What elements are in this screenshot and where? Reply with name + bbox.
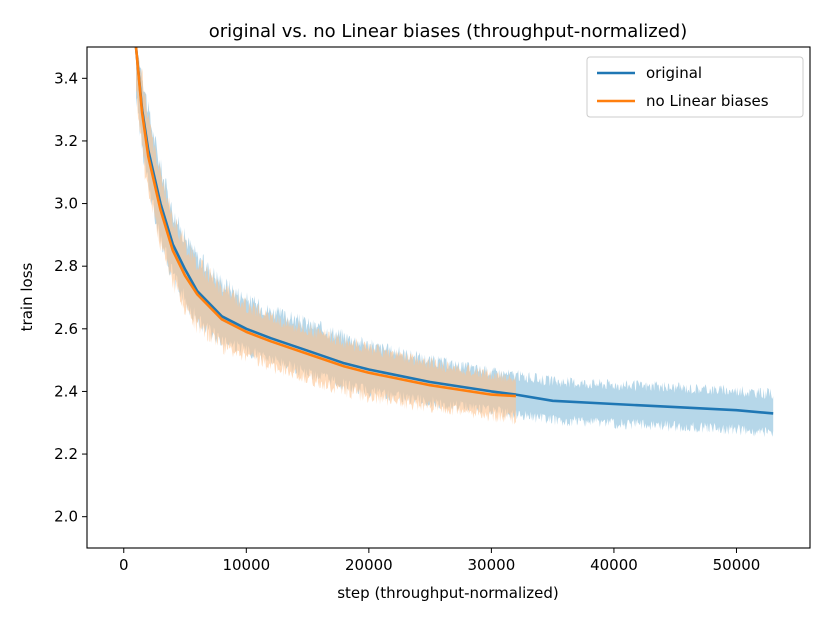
chart-title: original vs. no Linear biases (throughpu…	[209, 21, 687, 42]
x-axis-label: step (throughput-normalized)	[337, 584, 559, 602]
x-tick-label: 40000	[590, 556, 638, 574]
y-tick-label: 3.0	[54, 195, 78, 213]
legend-frame	[586, 56, 804, 118]
y-tick-label: 2.0	[54, 508, 78, 526]
noise-band-no-linear-biases	[136, 47, 516, 425]
series-line-no-linear-biases	[134, 47, 516, 398]
y-axis-label: train loss	[18, 262, 36, 331]
x-tick-label: 50000	[713, 556, 761, 574]
y-tick-label: 2.4	[54, 382, 78, 400]
noise-bands	[136, 47, 774, 438]
x-axis-ticks: 0 10000 20000 30000 40000 50000	[119, 548, 760, 574]
y-tick-label: 2.2	[54, 445, 78, 463]
y-axis-ticks: 2.0 2.2 2.4 2.6 2.8 3.0 3.2 3.4	[54, 69, 87, 526]
y-tick-label: 2.8	[54, 257, 78, 275]
x-tick-label: 30000	[468, 556, 516, 574]
plot-frame	[86, 46, 811, 549]
y-tick-label: 3.2	[54, 132, 78, 150]
legend: original no Linear biases	[586, 56, 804, 118]
series-lines	[134, 47, 774, 415]
series-line-original	[134, 47, 774, 415]
legend-label: original	[646, 64, 702, 82]
x-tick-label: 0	[119, 556, 129, 574]
legend-label: no Linear biases	[646, 92, 769, 110]
x-tick-label: 20000	[345, 556, 393, 574]
x-tick-label: 10000	[222, 556, 270, 574]
y-tick-label: 3.4	[54, 69, 78, 87]
y-tick-label: 2.6	[54, 320, 78, 338]
